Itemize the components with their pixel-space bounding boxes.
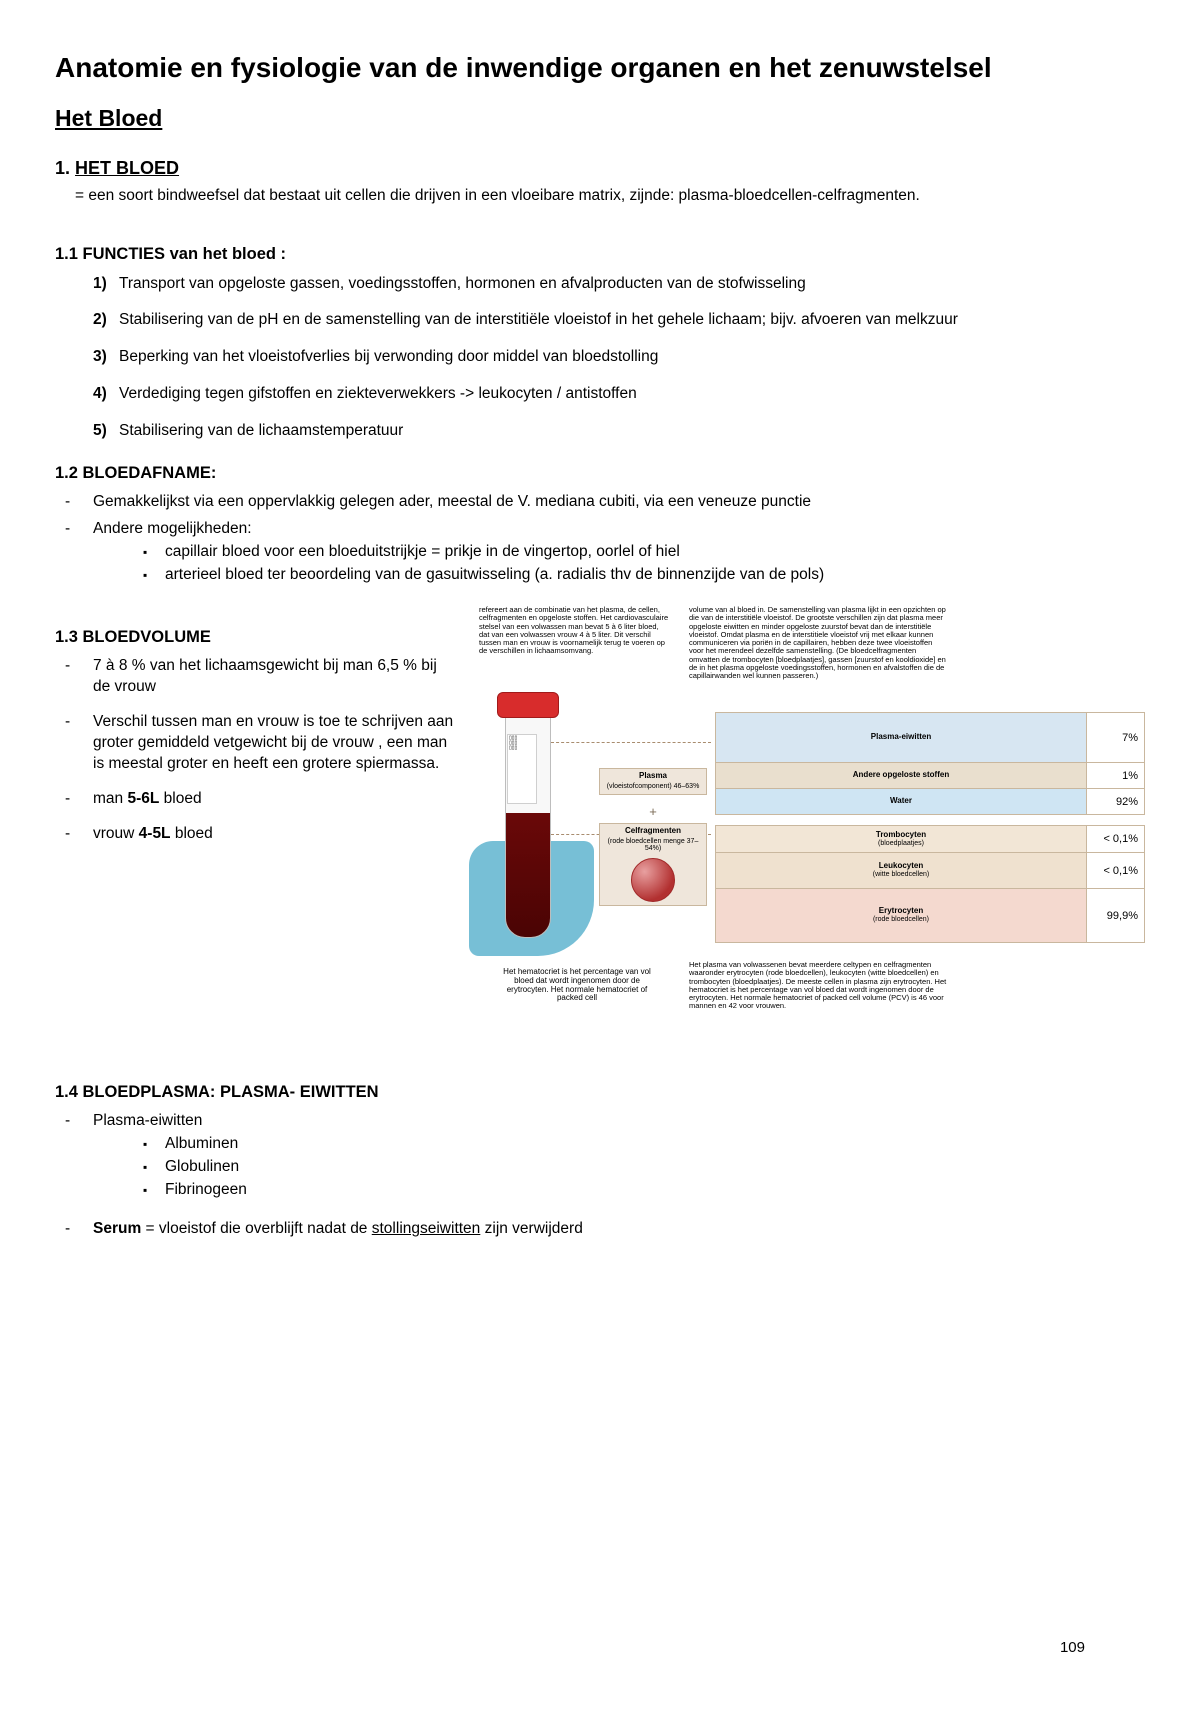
sec11-item-text: Stabilisering van de pH en de samenstell… (119, 311, 958, 328)
sec13-item: Verschil tussen man en vrouw is toe te s… (55, 712, 455, 775)
txt-bold: 4-5L (139, 825, 171, 842)
tube-cap (497, 692, 559, 718)
bar-row: Andere opgeloste stoffen1% (715, 763, 1145, 789)
page-subtitle: Het Bloed (55, 103, 1145, 134)
txt: vrouw (93, 825, 139, 842)
plus-icon: + (599, 805, 707, 819)
sec14-item-text: Plasma-eiwitten (93, 1112, 202, 1129)
sec14-item: Plasma-eiwitten Albuminen Globulinen Fib… (55, 1111, 1145, 1201)
sec11-item: 2)Stabilisering van de pH en de samenste… (93, 310, 1145, 331)
cell-image (631, 858, 675, 902)
bar-pct: < 0,1% (1086, 826, 1144, 852)
plasma-label: Plasma (639, 771, 667, 780)
sec11-item-text: Verdediging tegen gifstoffen en ziekteve… (119, 385, 637, 402)
txt-bold: 5-6L (127, 790, 159, 807)
sec13-item: vrouw 4-5L bloed (55, 824, 455, 845)
sec12-list: Gemakkelijkst via een oppervlakkig geleg… (55, 492, 1145, 586)
cellfrag-sub: (rode bloedcellen menge 37–54%) (602, 838, 704, 853)
bar-pct: 1% (1086, 763, 1144, 788)
sec1-intro: = een soort bindweefsel dat bestaat uit … (75, 186, 1145, 207)
sec14-list2: Serum = vloeistof die overblijft nadat d… (55, 1219, 1145, 1240)
sec11-item: 1)Transport van opgeloste gassen, voedin… (93, 274, 1145, 295)
cellfrag-label: Celfragmenten (625, 826, 681, 835)
tube-label: ▯▯▯▯▯▯▯▯▯ (507, 734, 537, 804)
sec11-item: 5)Stabilisering van de lichaamstemperatu… (93, 421, 1145, 442)
sec14-list: Plasma-eiwitten Albuminen Globulinen Fib… (55, 1111, 1145, 1201)
bar-label: Leukocyten(witte bloedcellen) (716, 853, 1086, 888)
diagram-topleft-text: refereert aan de combinatie van het plas… (479, 606, 669, 656)
sec11-item: 4)Verdediging tegen gifstoffen en ziekte… (93, 384, 1145, 405)
diagram-topright-text: volume van al bloed in. De samenstelling… (689, 606, 949, 680)
bar-pct: 92% (1086, 789, 1144, 814)
sec13-item: man 5-6L bloed (55, 789, 455, 810)
sec12-subitem: capillair bloed voor een bloeduitstrijkj… (93, 542, 1145, 563)
sec12-item: Gemakkelijkst via een oppervlakkig geleg… (55, 492, 1145, 513)
guide-line (551, 742, 711, 743)
sec12-subitem: arterieel bloed ter beoordeling van de g… (93, 565, 1145, 586)
bar-label: Plasma-eiwitten (716, 713, 1086, 762)
sec1-heading: 1. HET BLOED (55, 156, 1145, 180)
bar-row: Erytrocyten(rode bloedcellen)99,9% (715, 889, 1145, 943)
page-number: 109 (1060, 1638, 1085, 1658)
bar-pct: 7% (1086, 713, 1144, 762)
txt: = vloeistof die overblijft nadat de (141, 1220, 372, 1237)
sec13-list: 7 à 8 % van het lichaamsgewicht bij man … (55, 656, 455, 844)
bar-row: Plasma-eiwitten7% (715, 712, 1145, 763)
mid-labels: Plasma (vloeistofcomponent) 46–63% + Cel… (599, 744, 707, 908)
bar-label: Trombocyten(bloedplaatjes) (716, 826, 1086, 852)
sec12-item-text: Andere mogelijkheden: (93, 520, 252, 537)
sec11-heading: 1.1 FUNCTIES van het bloed : (55, 243, 1145, 265)
sec13-heading: 1.3 BLOEDVOLUME (55, 626, 455, 648)
sec14-item: Serum = vloeistof die overblijft nadat d… (55, 1219, 1145, 1240)
txt-underline: stollingseiwitten (372, 1220, 481, 1237)
sec11-item: 3)Beperking van het vloeistofverlies bij… (93, 347, 1145, 368)
diagram-bottomright-text: Het plasma van volwassenen bevat meerder… (689, 961, 949, 1011)
bar-label: Water (716, 789, 1086, 814)
txt: man (93, 790, 127, 807)
txt-bold: Serum (93, 1220, 141, 1237)
txt: bloed (171, 825, 213, 842)
sec12-sublist: capillair bloed voor een bloeduitstrijkj… (93, 542, 1145, 586)
bar-row: Leukocyten(witte bloedcellen)< 0,1% (715, 853, 1145, 889)
blood-composition-diagram: refereert aan de combinatie van het plas… (469, 606, 1145, 1061)
page-title: Anatomie en fysiologie van de inwendige … (55, 50, 1145, 85)
sec14-heading: 1.4 BLOEDPLASMA: PLASMA- EIWITTEN (55, 1081, 1145, 1103)
bar-row: Trombocyten(bloedplaatjes)< 0,1% (715, 825, 1145, 853)
bar-label: Andere opgeloste stoffen (716, 763, 1086, 788)
txt: zijn verwijderd (480, 1220, 583, 1237)
plasma-sub: (vloeistofcomponent) 46–63% (602, 783, 704, 791)
bar-row: Water92% (715, 789, 1145, 815)
sec14-sublist: Albuminen Globulinen Fibrinogeen (93, 1134, 1145, 1201)
composition-bars: Plasma-eiwitten7%Andere opgeloste stoffe… (715, 712, 1145, 943)
sec11-item-text: Stabilisering van de lichaamstemperatuur (119, 422, 403, 439)
sec1-num: 1. (55, 158, 70, 178)
sec12-item: Andere mogelijkheden: capillair bloed vo… (55, 519, 1145, 586)
sec11-item-text: Beperking van het vloeistofverlies bij v… (119, 348, 658, 365)
sec14-subitem: Globulinen (93, 1157, 1145, 1178)
bar-label: Erytrocyten(rode bloedcellen) (716, 889, 1086, 942)
hematocrit-text: Het hematocriet is het percentage van vo… (497, 968, 657, 1003)
sec12-heading: 1.2 BLOEDAFNAME: (55, 462, 1145, 484)
plasma-box: Plasma (vloeistofcomponent) 46–63% (599, 768, 707, 794)
sec11-list: 1)Transport van opgeloste gassen, voedin… (93, 274, 1145, 443)
txt: bloed (159, 790, 201, 807)
cellfrag-box: Celfragmenten (rode bloedcellen menge 37… (599, 823, 707, 906)
sec1-text: HET BLOED (75, 158, 179, 178)
tube-illustration: ▯▯▯▯▯▯▯▯▯ (469, 706, 609, 956)
sec13-item: 7 à 8 % van het lichaamsgewicht bij man … (55, 656, 455, 698)
bar-pct: 99,9% (1086, 889, 1144, 942)
bar-pct: < 0,1% (1086, 853, 1144, 888)
sec14-subitem: Fibrinogeen (93, 1180, 1145, 1201)
sec14-subitem: Albuminen (93, 1134, 1145, 1155)
sec11-item-text: Transport van opgeloste gassen, voedings… (119, 275, 806, 292)
